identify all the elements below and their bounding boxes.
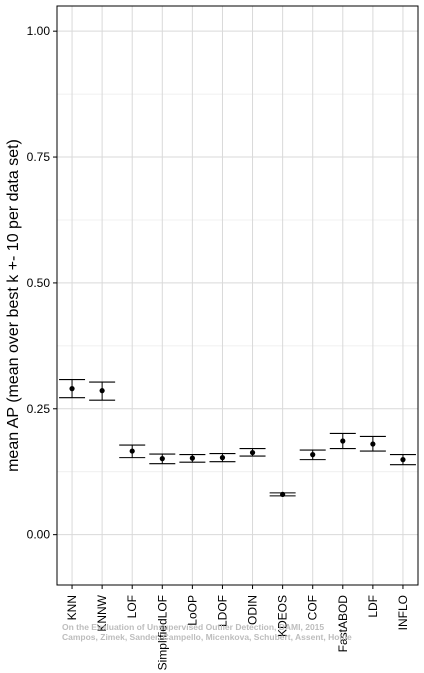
x-tick-label: FastABOD: [336, 595, 350, 653]
y-axis-label: mean AP (mean over best k +- 10 per data…: [5, 139, 22, 472]
data-point: [99, 388, 105, 394]
y-tick-label: 1.00: [27, 24, 51, 38]
x-tick-label: LoOP: [185, 595, 199, 626]
major-gridlines: [57, 6, 418, 585]
watermark-line-1: On the Evaluation of Unsupervised Outlie…: [62, 622, 325, 632]
watermark: On the Evaluation of Unsupervised Outlie…: [62, 622, 402, 642]
x-tick-label: LDF: [366, 595, 380, 618]
minor-gridlines: [57, 93, 418, 473]
data-point: [340, 438, 346, 444]
x-tick-label: LOF: [125, 595, 139, 618]
plot-panel-border: [56, 5, 419, 586]
x-tick-label: SimplifiedLOF: [155, 595, 169, 670]
x-tick-label: ODIN: [246, 595, 260, 625]
data-point: [189, 455, 195, 461]
x-tick-label: KDEOS: [276, 595, 290, 637]
x-tick-label: LDOF: [215, 595, 229, 627]
data-point: [219, 455, 226, 461]
x-tick-label: KNNW: [95, 594, 109, 631]
data-point: [400, 457, 406, 463]
x-tick-label: KNN: [65, 595, 79, 620]
y-axis-ticks: 0.00 0.25 0.50 0.75 1.00: [27, 24, 57, 542]
data-point: [159, 456, 165, 462]
watermark-line-2: Campos, Zimek, Sander, Campello, Micenko…: [62, 632, 352, 642]
error-bars: [59, 379, 416, 497]
y-tick-label: 0.50: [27, 276, 51, 290]
data-point: [280, 491, 286, 497]
y-tick-label: 0.75: [27, 150, 51, 164]
data-point: [249, 449, 256, 456]
y-tick-label: 0.00: [27, 528, 51, 542]
mean-points: [69, 386, 406, 497]
data-point: [129, 448, 135, 454]
x-axis-ticks: KNN KNNW LOF SimplifiedLOF LoOP LDOF ODIN KDEOS…: [65, 585, 410, 670]
data-point: [310, 451, 316, 458]
x-tick-label: COF: [306, 595, 320, 620]
data-point: [69, 386, 75, 392]
data-point: [370, 441, 376, 447]
x-tick-label: INFLO: [396, 595, 410, 630]
y-tick-label: 0.25: [27, 402, 51, 416]
